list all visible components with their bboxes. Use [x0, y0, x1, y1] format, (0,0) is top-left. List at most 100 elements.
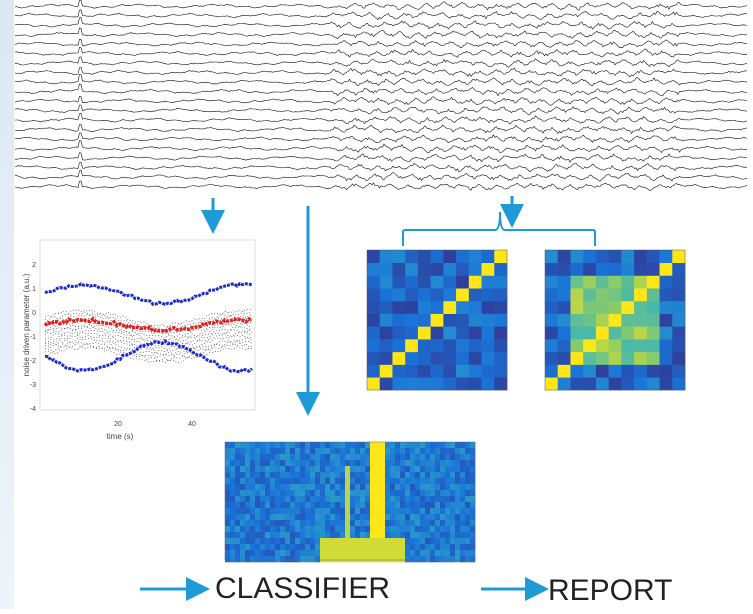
- spec-cell: [255, 550, 260, 556]
- spec-cell: [270, 508, 275, 514]
- spec-cell: [345, 544, 350, 550]
- spec-cell: [420, 454, 425, 460]
- spec-cell: [435, 544, 440, 550]
- spec-cell: [240, 466, 245, 472]
- spec-cell: [325, 442, 330, 448]
- heat-cell: [672, 263, 685, 276]
- spec-cell: [285, 544, 290, 550]
- spec-cell: [390, 490, 395, 496]
- spec-cell: [405, 490, 410, 496]
- spec-cell: [415, 544, 420, 550]
- spec-cell: [440, 556, 445, 562]
- spec-cell: [265, 448, 270, 454]
- heat-cell: [431, 288, 444, 301]
- spec-cell: [345, 454, 350, 460]
- spec-cell: [450, 556, 455, 562]
- spec-cell: [315, 472, 320, 478]
- spec-cell: [455, 502, 460, 508]
- spec-cell: [375, 496, 380, 502]
- spec-cell: [345, 484, 350, 490]
- spec-cell: [420, 532, 425, 538]
- heat-cell: [634, 377, 647, 390]
- spec-cell: [230, 526, 235, 532]
- spec-cell: [460, 538, 465, 544]
- spec-cell: [445, 478, 450, 484]
- spec-cell: [385, 454, 390, 460]
- spec-cell: [460, 502, 465, 508]
- spec-cell: [235, 460, 240, 466]
- spec-cell: [460, 442, 465, 448]
- spec-cell: [390, 520, 395, 526]
- spec-cell: [290, 514, 295, 520]
- spec-cell: [455, 526, 460, 532]
- spec-cell: [365, 514, 370, 520]
- spec-cell: [345, 466, 350, 472]
- spec-cell: [330, 478, 335, 484]
- spec-cell: [460, 490, 465, 496]
- spec-cell: [430, 484, 435, 490]
- spec-cell: [365, 490, 370, 496]
- heat-cell: [558, 263, 571, 276]
- spec-cell: [305, 442, 310, 448]
- spec-cell: [355, 460, 360, 466]
- heat-cell: [647, 250, 660, 263]
- spec-cell: [320, 538, 325, 544]
- spec-cell: [275, 544, 280, 550]
- spec-cell: [390, 496, 395, 502]
- spec-cell: [225, 544, 230, 550]
- spec-cell: [370, 460, 375, 466]
- spec-cell: [360, 550, 365, 556]
- heat-cell: [392, 365, 405, 378]
- spec-cell: [290, 490, 295, 496]
- spec-cell: [355, 520, 360, 526]
- spec-cell: [365, 538, 370, 544]
- heat-cell: [634, 365, 647, 378]
- spec-cell: [275, 538, 280, 544]
- spec-cell: [370, 490, 375, 496]
- spec-cell: [445, 544, 450, 550]
- heat-cell: [583, 301, 596, 314]
- spec-cell: [370, 484, 375, 490]
- spec-cell: [300, 484, 305, 490]
- heat-cell: [634, 339, 647, 352]
- heat-cell: [494, 326, 507, 339]
- spec-cell: [285, 550, 290, 556]
- spec-cell: [435, 442, 440, 448]
- spec-cell: [260, 478, 265, 484]
- heat-cell: [392, 339, 405, 352]
- spec-cell: [285, 466, 290, 472]
- eeg-traces: [15, 0, 747, 190]
- spec-cell: [320, 502, 325, 508]
- spec-cell: [470, 520, 475, 526]
- spec-cell: [265, 472, 270, 478]
- spec-cell: [255, 538, 260, 544]
- spec-cell: [340, 484, 345, 490]
- spec-cell: [245, 520, 250, 526]
- heat-cell: [570, 339, 583, 352]
- spec-cell: [465, 472, 470, 478]
- spec-cell: [310, 556, 315, 562]
- spec-cell: [350, 484, 355, 490]
- spec-cell: [415, 520, 420, 526]
- heat-cell: [558, 326, 571, 339]
- spec-cell: [310, 550, 315, 556]
- spec-cell: [365, 448, 370, 454]
- spec-cell: [400, 466, 405, 472]
- spec-cell: [345, 508, 350, 514]
- spec-cell: [450, 496, 455, 502]
- spec-cell: [395, 550, 400, 556]
- heat-cell: [558, 301, 571, 314]
- spec-cell: [250, 514, 255, 520]
- heat-cell: [380, 301, 393, 314]
- spec-cell: [430, 550, 435, 556]
- spec-cell: [320, 460, 325, 466]
- spec-cell: [370, 520, 375, 526]
- heat-cell: [672, 250, 685, 263]
- spec-cell: [350, 556, 355, 562]
- spec-cell: [380, 496, 385, 502]
- spec-cell: [385, 508, 390, 514]
- spec-cell: [255, 514, 260, 520]
- spec-cell: [380, 556, 385, 562]
- spec-cell: [400, 442, 405, 448]
- spec-cell: [340, 490, 345, 496]
